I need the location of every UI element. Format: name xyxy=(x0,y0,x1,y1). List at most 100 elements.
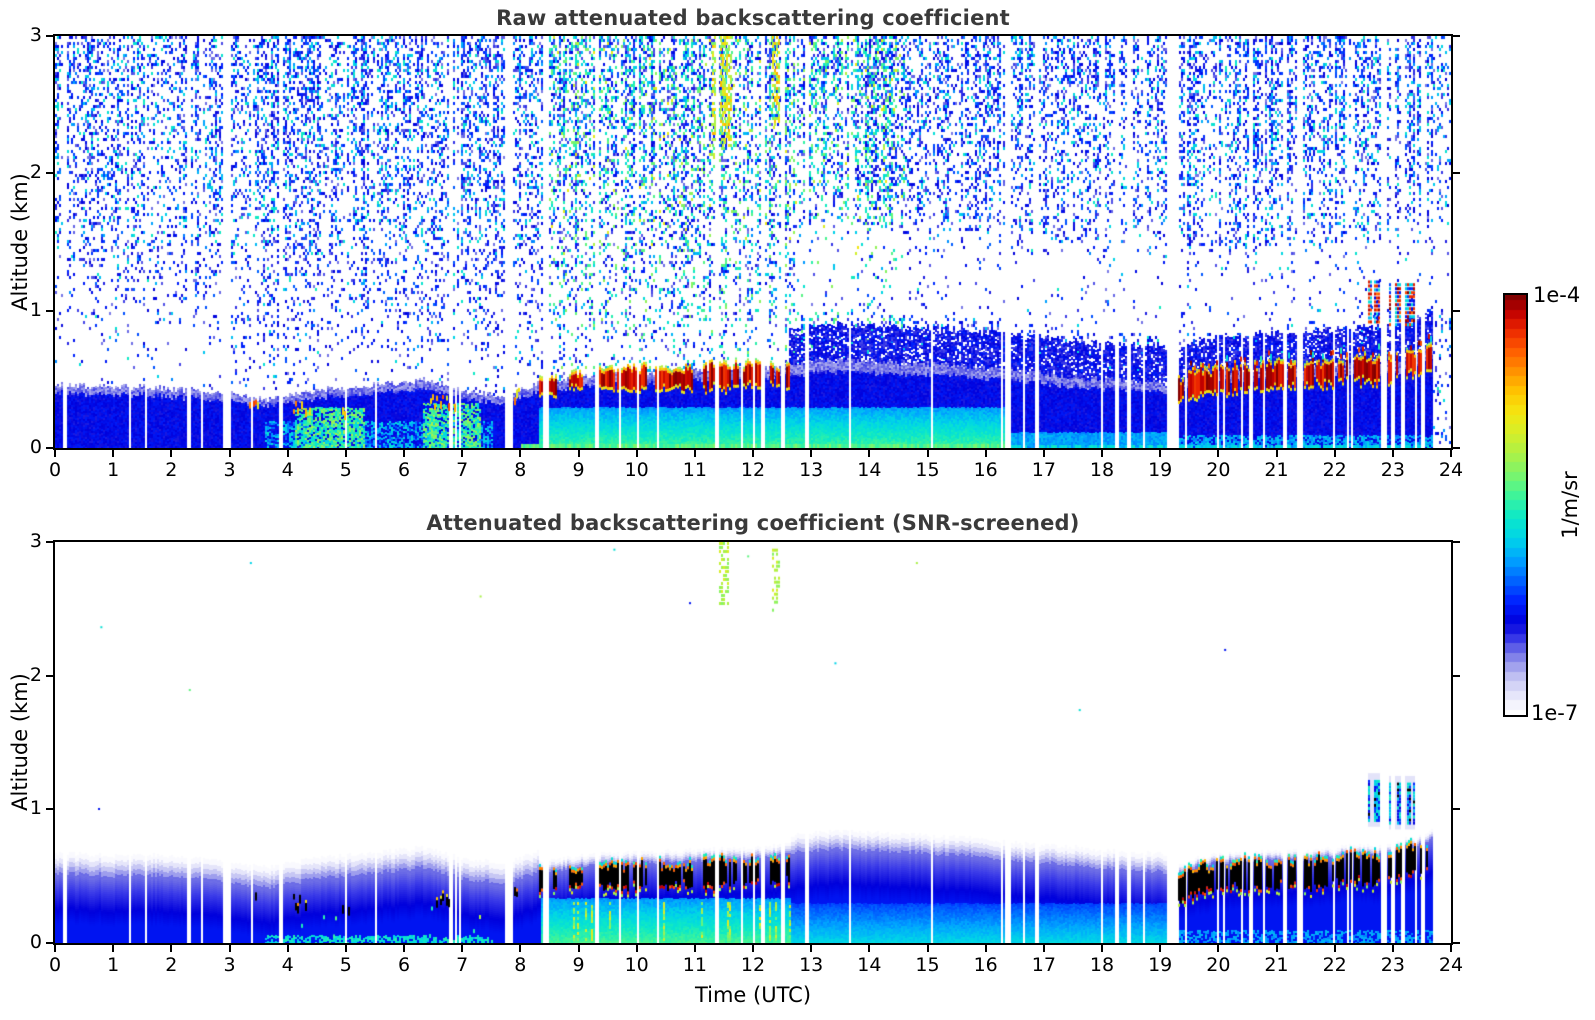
x-tick-label: 18 xyxy=(1089,459,1115,481)
x-tick xyxy=(1450,945,1452,952)
x-tick-label: 1 xyxy=(107,954,120,976)
x-tick xyxy=(170,945,173,952)
y-tick xyxy=(46,35,53,37)
x-tick-label: 10 xyxy=(624,954,649,976)
y-tick-label: 1 xyxy=(29,298,42,321)
x-tick-label: 22 xyxy=(1322,954,1347,976)
x-tick xyxy=(577,945,580,952)
x-tick xyxy=(54,450,56,457)
x-tick xyxy=(1042,945,1045,952)
x-tick-label: 8 xyxy=(514,954,527,976)
x-axis-label: Time (UTC) xyxy=(694,983,812,1007)
x-tick xyxy=(170,450,173,457)
y-tick xyxy=(46,309,53,312)
x-tick-label: 16 xyxy=(973,459,998,481)
screened-panel-title: Attenuated backscattering coefficient (S… xyxy=(426,511,1080,535)
x-tick-label: 22 xyxy=(1322,459,1347,481)
x-tick xyxy=(1450,450,1452,457)
x-tick xyxy=(344,450,347,457)
y-tick-right xyxy=(1453,541,1460,543)
x-tick-label: 2 xyxy=(165,459,178,481)
y-axis-label-raw: Altitude (km) xyxy=(8,173,32,311)
x-tick-label: 11 xyxy=(682,954,707,976)
x-tick xyxy=(926,945,929,952)
x-tick xyxy=(286,945,289,952)
x-tick xyxy=(926,450,929,457)
y-tick xyxy=(46,541,53,543)
raw-heatmap-canvas xyxy=(55,36,1451,448)
x-tick-label: 19 xyxy=(1148,954,1173,976)
x-tick xyxy=(1101,945,1103,952)
x-tick xyxy=(1101,450,1103,457)
colorbar xyxy=(1503,293,1528,717)
x-tick xyxy=(519,945,522,952)
x-tick xyxy=(693,945,696,952)
x-tick-label: 6 xyxy=(397,954,411,976)
colorbar-canvas xyxy=(1505,295,1526,715)
colorbar-max-label: 1e-4 xyxy=(1533,283,1581,307)
x-tick-label: 14 xyxy=(857,459,882,481)
x-tick-label: 18 xyxy=(1089,954,1115,976)
x-tick-label: 0 xyxy=(48,459,62,481)
x-tick-label: 4 xyxy=(281,954,294,976)
x-tick-label: 19 xyxy=(1148,459,1173,481)
x-tick-label: 23 xyxy=(1380,459,1405,481)
x-tick xyxy=(693,450,696,457)
x-tick-label: 12 xyxy=(740,954,766,976)
y-tick xyxy=(46,808,53,811)
x-tick xyxy=(810,945,813,952)
x-tick xyxy=(1333,945,1336,952)
x-tick xyxy=(635,450,638,457)
x-tick xyxy=(461,450,464,457)
x-tick xyxy=(519,450,522,457)
x-tick-label: 6 xyxy=(397,459,411,481)
x-tick xyxy=(577,450,580,457)
x-tick xyxy=(868,450,871,457)
y-tick-right xyxy=(1453,172,1460,175)
x-tick-label: 9 xyxy=(572,459,585,481)
y-tick-label: 3 xyxy=(29,530,42,552)
x-tick-label: 20 xyxy=(1206,459,1231,481)
colorbar-units-label: 1/m/sr xyxy=(1558,471,1582,539)
x-tick-label: 11 xyxy=(682,459,707,481)
x-tick-label: 21 xyxy=(1264,459,1289,481)
x-tick xyxy=(752,945,754,952)
x-tick-label: 16 xyxy=(973,954,998,976)
x-tick xyxy=(344,945,347,952)
x-tick xyxy=(228,450,231,457)
screened-panel-plot xyxy=(53,540,1453,945)
x-tick xyxy=(403,945,405,952)
x-tick xyxy=(1217,450,1220,457)
y-tick-right xyxy=(1453,309,1460,312)
x-tick-label: 17 xyxy=(1031,459,1056,481)
x-tick xyxy=(461,945,464,952)
x-tick-label: 12 xyxy=(740,459,766,481)
x-tick xyxy=(286,450,289,457)
x-tick-label: 5 xyxy=(339,954,352,976)
x-tick-label: 5 xyxy=(339,459,352,481)
x-tick xyxy=(1333,450,1336,457)
x-tick-label: 9 xyxy=(572,954,585,976)
x-tick-label: 15 xyxy=(915,459,940,481)
x-tick-label: 23 xyxy=(1380,954,1405,976)
x-tick-label: 17 xyxy=(1031,954,1056,976)
raw-panel-plot xyxy=(53,34,1453,450)
x-tick-label: 20 xyxy=(1206,954,1231,976)
x-tick xyxy=(112,945,115,952)
y-tick xyxy=(46,942,53,944)
x-tick xyxy=(1217,945,1220,952)
x-tick-label: 21 xyxy=(1264,954,1289,976)
x-tick-label: 0 xyxy=(48,954,62,976)
x-tick xyxy=(403,450,405,457)
x-tick-label: 7 xyxy=(456,459,469,481)
x-tick-label: 24 xyxy=(1438,954,1464,976)
x-tick xyxy=(868,945,871,952)
x-tick-label: 13 xyxy=(799,459,824,481)
x-tick xyxy=(984,945,987,952)
y-tick xyxy=(46,447,53,449)
x-tick-label: 14 xyxy=(857,954,882,976)
x-tick-label: 3 xyxy=(223,459,236,481)
x-tick xyxy=(1275,945,1278,952)
y-tick-right xyxy=(1453,447,1460,449)
x-tick xyxy=(1391,450,1394,457)
